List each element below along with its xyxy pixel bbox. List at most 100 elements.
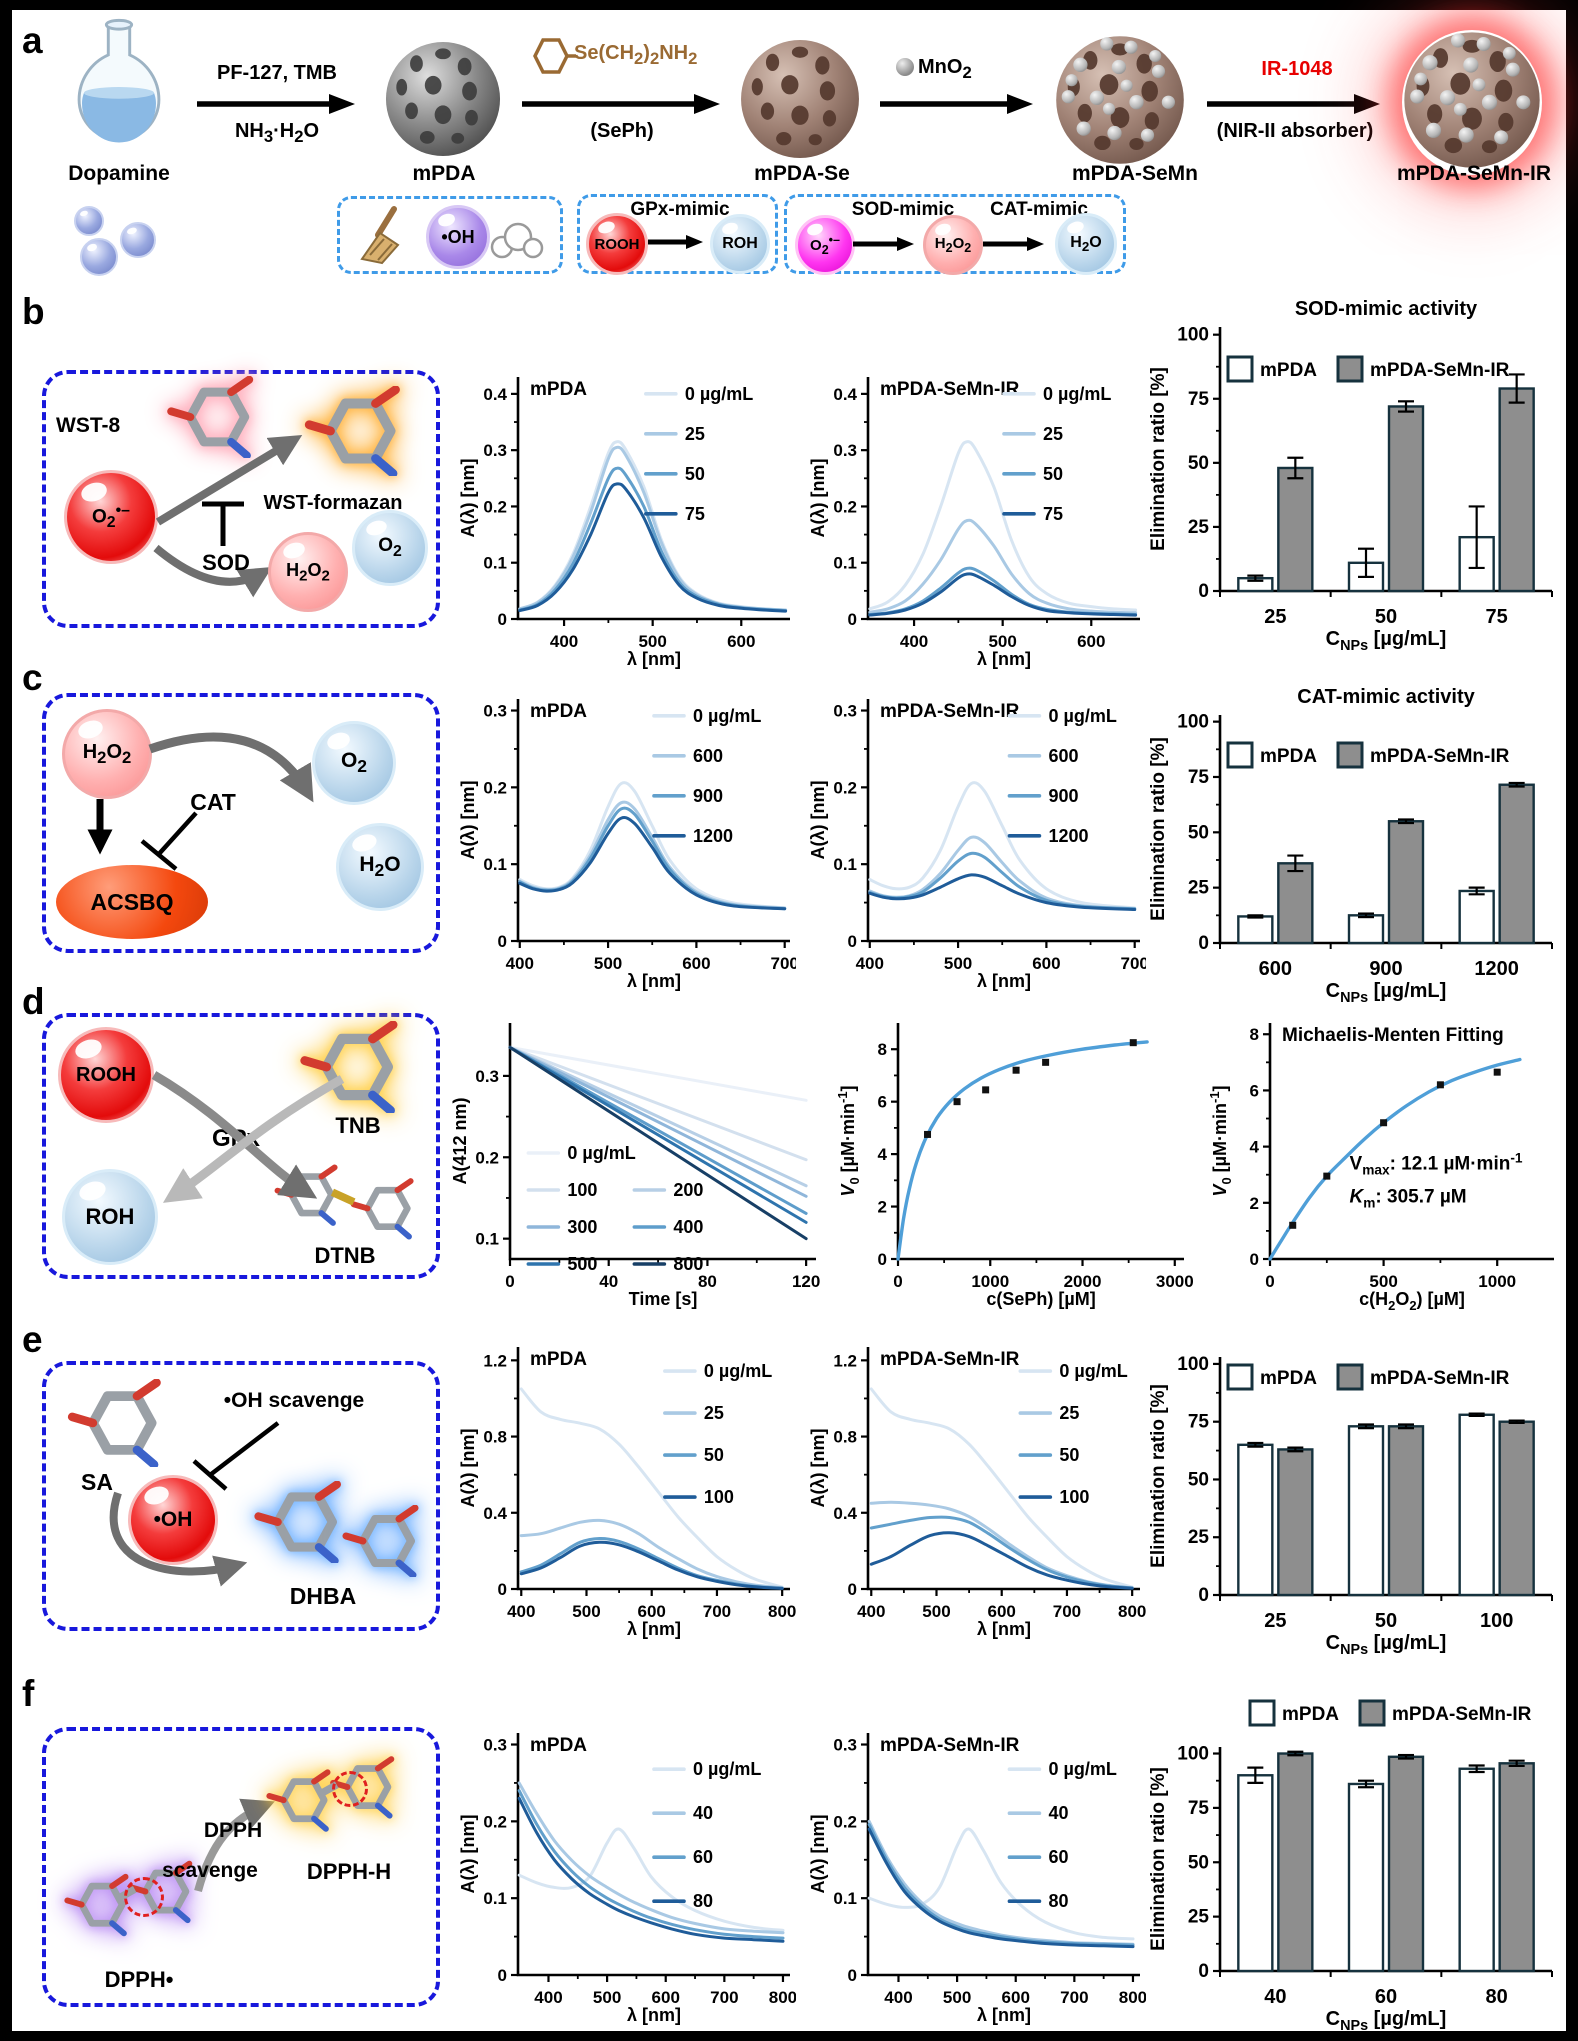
chart-b-mpda: 0 0.1 0.2 0.3 0.4 A(λ) [nm] 400 500 600 λ [nm] mPD…	[458, 377, 790, 669]
svg-text:2000: 2000	[1064, 1272, 1102, 1291]
dpph-h-label: DPPH-H	[306, 1859, 392, 1884]
svg-text:2: 2	[1250, 1194, 1259, 1213]
svg-text:0: 0	[498, 1966, 507, 1985]
h2o-ball: H2O	[336, 823, 424, 911]
svg-text:100: 100	[704, 1487, 734, 1507]
svg-text:0 µg/mL: 0 µg/mL	[1043, 384, 1111, 404]
svg-text:mPDA-SeMn-IR: mPDA-SeMn-IR	[880, 1735, 1020, 1756]
svg-text:600: 600	[1048, 746, 1078, 766]
svg-text:0: 0	[848, 1580, 857, 1599]
reagent-ir1048: IR-1048	[1261, 58, 1333, 80]
svg-text:8: 8	[878, 1040, 887, 1059]
hydroxyl-radical-ball: •OH	[128, 1475, 218, 1565]
svg-text:0: 0	[505, 1272, 514, 1291]
chart-d-kinetics: 0.1 0.2 0.3 A(412 nm) 0 40 80 120 Time [s] 0 µg/m…	[450, 1023, 820, 1309]
h2o2-ball: H2O2	[268, 532, 348, 612]
panel-d-scheme-arrows	[151, 1071, 345, 1203]
svg-text:Km: 305.7 µM: Km: 305.7 µM	[1350, 1186, 1467, 1210]
svg-text:400: 400	[856, 954, 884, 973]
radical-site-circle	[124, 1877, 164, 1917]
mpda-oh-badge: •OH	[337, 196, 563, 274]
svg-text:1.2: 1.2	[483, 1351, 507, 1370]
svg-text:25: 25	[1188, 1527, 1210, 1548]
mno2-dot-icon	[896, 58, 914, 76]
chart-e-oh-elimination: 0 25 50 75 100 Elimination ratio [%] 25 50 100 CN…	[1148, 1354, 1553, 1657]
dtnb-label: DTNB	[314, 1243, 376, 1268]
panel-d-scheme: ROOH TNB GPx ROH DTNB	[42, 1013, 440, 1279]
reagent-mno2: MnO2	[918, 56, 972, 82]
superoxide-ball: O2•–	[64, 470, 158, 564]
svg-text:0.2: 0.2	[833, 778, 857, 797]
svg-text:Elimination ratio [%]: Elimination ratio [%]	[1148, 1767, 1169, 1951]
rooh-ball: ROOH	[586, 213, 648, 275]
svg-text:50: 50	[685, 464, 705, 484]
label-mpda: mPDA	[412, 162, 476, 185]
svg-text:0: 0	[1265, 1272, 1274, 1291]
figure-content: a Dopamine PF-127, TMB NH3·H2O mPDA Se(C…	[12, 10, 1566, 2033]
reagent-nir2: (NIR-II absorber)	[1216, 120, 1374, 142]
svg-text:25: 25	[1188, 517, 1210, 538]
dhba-molecule-icon	[336, 1505, 422, 1582]
svg-text:Elimination ratio [%]: Elimination ratio [%]	[1148, 737, 1169, 921]
svg-text:mPDA-SeMn-IR: mPDA-SeMn-IR	[880, 1349, 1020, 1370]
svg-text:0 µg/mL: 0 µg/mL	[693, 706, 761, 726]
rooh-ball: ROOH	[58, 1027, 154, 1123]
svg-text:0.8: 0.8	[483, 1428, 507, 1447]
svg-text:80: 80	[1486, 1986, 1508, 2008]
svg-text:400: 400	[550, 632, 578, 651]
svg-text:0 µg/mL: 0 µg/mL	[1059, 1361, 1127, 1381]
chart-d-mm-fitting: 0 2 4 6 8 V0 [µM·min-1] 0 500 1000 c(H2O2) [µM] Mi…	[1208, 1023, 1554, 1313]
svg-text:500: 500	[944, 954, 972, 973]
svg-text:50: 50	[1375, 606, 1397, 628]
svg-text:0.4: 0.4	[483, 1504, 507, 1523]
sod-mimic-title: SOD-mimic	[851, 199, 955, 220]
svg-text:100: 100	[1177, 712, 1209, 733]
svg-text:500: 500	[572, 1602, 600, 1621]
svg-text:100: 100	[1480, 1610, 1513, 1632]
svg-text:500: 500	[922, 1602, 950, 1621]
svg-text:Time [s]: Time [s]	[629, 1289, 698, 1309]
svg-text:100: 100	[1059, 1487, 1089, 1507]
svg-text:SOD-mimic activity: SOD-mimic activity	[1295, 298, 1478, 320]
svg-text:CAT-mimic activity: CAT-mimic activity	[1297, 686, 1475, 708]
svg-text:V0 [µM·min-1]: V0 [µM·min-1]	[836, 1085, 862, 1196]
panel-c-scheme-arrows	[87, 732, 314, 871]
sod-label: SOD	[202, 550, 250, 575]
label-mpda-semn: mPDA-SeMn	[1071, 162, 1198, 185]
panel-f: f DPPH• DPPH scavenge DPPH-H 0 0.1 0.2 0.3 A…	[12, 1665, 1566, 2033]
svg-text:50: 50	[1375, 1610, 1397, 1632]
svg-text:0.3: 0.3	[483, 702, 507, 721]
svg-text:900: 900	[693, 786, 723, 806]
svg-text:700: 700	[710, 1988, 738, 2007]
svg-text:CNPs [µg/mL]: CNPs [µg/mL]	[1326, 980, 1447, 1005]
svg-text:3000: 3000	[1156, 1272, 1194, 1291]
dopamine-molecule	[120, 222, 156, 258]
svg-text:λ [nm]: λ [nm]	[627, 649, 681, 669]
svg-text:700: 700	[1053, 1602, 1081, 1621]
svg-text:λ [nm]: λ [nm]	[627, 971, 681, 991]
svg-text:A(λ) [nm]: A(λ) [nm]	[808, 1429, 828, 1508]
panel-a-letter: a	[22, 20, 43, 61]
panel-d: d ROOH TNB GPx ROH DTNB 0.1 0.2 0.3 A(412 n…	[12, 975, 1566, 1313]
svg-text:500: 500	[567, 1254, 597, 1274]
panel-e-scheme: SA •OH scavenge •OH DHBA	[42, 1361, 440, 1631]
svg-text:40: 40	[1264, 1986, 1286, 2008]
chart-c-cat-activity: 0 25 50 75 100 Elimination ratio [%] 600 900 120…	[1148, 686, 1553, 1005]
svg-text:0.1: 0.1	[833, 855, 857, 874]
svg-text:800: 800	[1119, 1988, 1146, 2007]
panel-a: a Dopamine PF-127, TMB NH3·H2O mPDA Se(C…	[12, 10, 1566, 276]
svg-text:0 µg/mL: 0 µg/mL	[693, 1759, 761, 1779]
svg-text:0 µg/mL: 0 µg/mL	[704, 1361, 772, 1381]
svg-text:mPDA: mPDA	[1260, 746, 1317, 767]
svg-text:75: 75	[1188, 1798, 1210, 1819]
svg-text:0: 0	[878, 1250, 887, 1269]
svg-text:1000: 1000	[971, 1272, 1009, 1291]
svg-text:700: 700	[1121, 954, 1146, 973]
svg-text:80: 80	[693, 1891, 713, 1911]
arrow-step2	[522, 92, 722, 121]
svg-text:60: 60	[1375, 1986, 1397, 2008]
dopamine-molecule	[80, 238, 118, 276]
svg-text:40: 40	[599, 1272, 618, 1291]
arrow-step4	[1207, 92, 1382, 121]
svg-text:400: 400	[857, 1602, 885, 1621]
